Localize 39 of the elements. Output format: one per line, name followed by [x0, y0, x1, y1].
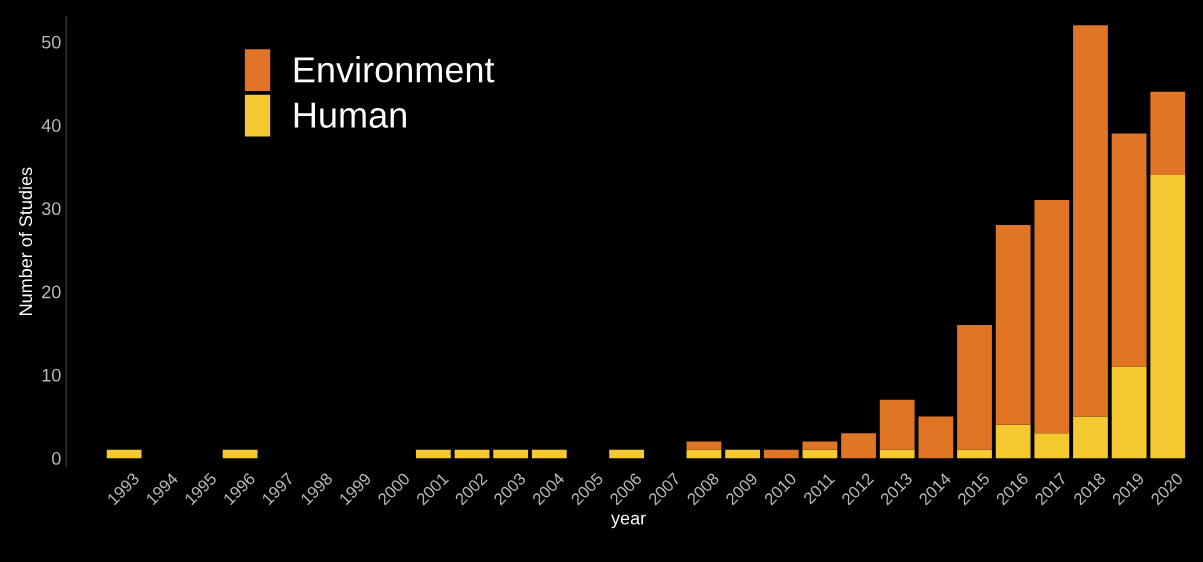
bar [802, 441, 838, 450]
bar [686, 441, 722, 450]
bar [415, 449, 451, 459]
bar [222, 449, 258, 459]
y-axis-title: Number of Studies [18, 167, 33, 315]
bar [1073, 25, 1108, 417]
x-axis-title: year [611, 514, 646, 529]
bar [957, 324, 992, 450]
bar [879, 449, 915, 459]
legend-label: Environment [294, 56, 495, 83]
bar [106, 449, 142, 459]
y-tick-label: 20 [42, 285, 61, 299]
bar [454, 449, 490, 459]
y-tick-label: 40 [41, 119, 61, 132]
bar [802, 449, 838, 459]
bar [531, 449, 567, 459]
bar [1150, 175, 1186, 459]
y-tick-label: 0 [51, 452, 61, 465]
bar [1034, 433, 1070, 459]
bar [725, 449, 760, 459]
bar [1111, 366, 1147, 459]
bar [841, 433, 876, 459]
bar [918, 416, 954, 459]
bar [957, 449, 992, 459]
y-tick-label: 30 [41, 202, 61, 216]
bar [493, 449, 529, 459]
bar [686, 449, 722, 459]
legend-label: Human [294, 102, 406, 128]
bar [995, 424, 1031, 459]
bar [1034, 200, 1070, 434]
y-tick-label: 50 [41, 35, 61, 49]
y-tick-label: 10 [42, 368, 61, 382]
bar [1111, 133, 1147, 367]
bar [879, 399, 915, 450]
bar [763, 449, 799, 459]
bar [609, 449, 645, 459]
bar [995, 225, 1031, 425]
bar [1150, 91, 1186, 176]
bar [1073, 416, 1108, 459]
